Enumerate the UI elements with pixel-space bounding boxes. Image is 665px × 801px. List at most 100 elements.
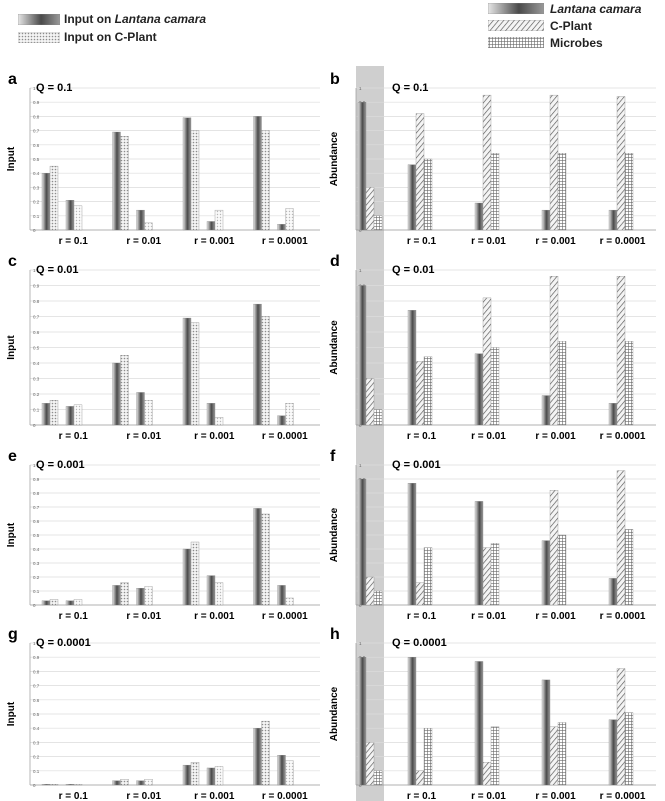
bar-b-s1-c0 xyxy=(415,113,425,231)
bar-a-s2-c2 xyxy=(206,221,216,231)
x-tick-label: r = 0.0001 xyxy=(600,236,646,247)
x-tick-label: r = 0.01 xyxy=(471,431,506,442)
bar-g-s0-c1 xyxy=(112,780,121,786)
x-tick-label: r = 0.1 xyxy=(59,431,89,442)
bar-e-s0-c3 xyxy=(253,508,262,606)
bar-c-s1-c0 xyxy=(49,400,59,426)
initial-bar-f-s0 xyxy=(357,478,367,606)
bar-c-s3-c3 xyxy=(285,403,294,426)
y-tick-label: 0.6 xyxy=(33,143,40,148)
x-tick-label: r = 0.0001 xyxy=(262,236,308,247)
x-tick-label: r = 0.01 xyxy=(471,236,506,247)
x-tick-label: r = 0.001 xyxy=(194,791,235,801)
y-tick-label: 0.4 xyxy=(33,726,40,731)
y-tick-label: 0 xyxy=(359,423,362,428)
legend-item-cplant: C-Plant xyxy=(488,17,641,34)
bar-d-s0-c3 xyxy=(608,403,618,426)
x-tick-label: r = 0.001 xyxy=(535,791,576,801)
x-tick-label: r = 0.1 xyxy=(407,431,437,442)
bar-d-s2-c0 xyxy=(423,356,433,426)
bar-f-s2-c2 xyxy=(557,534,567,606)
bar-g-s3-c1 xyxy=(144,779,153,786)
bar-g-s2-c3 xyxy=(277,755,286,786)
bar-f-s1-c3 xyxy=(616,470,626,606)
y-tick-label: 1 xyxy=(359,86,362,91)
y-tick-label: 0.8 xyxy=(33,114,40,119)
bar-f-s1-c2 xyxy=(549,490,559,606)
panel-letter: c xyxy=(8,253,17,270)
panel-letter: d xyxy=(330,253,340,270)
x-tick-label: r = 0.01 xyxy=(471,791,506,801)
bar-a-s2-c3 xyxy=(277,224,286,231)
y-tick-label: 0.3 xyxy=(33,185,40,190)
y-tick-label: 1 xyxy=(33,86,36,91)
bar-d-s1-c1 xyxy=(482,297,492,426)
legend-label: Microbes xyxy=(550,35,603,50)
bar-d-s0-c1 xyxy=(474,353,484,426)
bar-e-s1-c0 xyxy=(49,599,59,606)
bar-g-s2-c2 xyxy=(206,767,216,786)
y-tick-label: 0.9 xyxy=(33,477,40,482)
x-tick-label: r = 0.001 xyxy=(535,236,576,247)
bar-h-s2-c0 xyxy=(423,728,433,786)
y-tick-label: 0.8 xyxy=(33,669,40,674)
bar-a-s1-c3 xyxy=(261,130,270,231)
y-tick-label: 0.1 xyxy=(33,408,40,413)
bar-g-s0-c3 xyxy=(253,728,262,786)
y-tick-label: 0.6 xyxy=(33,698,40,703)
y-tick-label: 0.2 xyxy=(33,575,40,580)
legend-swatch-dark xyxy=(18,13,60,25)
bar-e-s1-c1 xyxy=(120,582,129,606)
y-tick-label: 1 xyxy=(359,463,362,468)
input-legend: Input on Lantana camara Input on C-Plant xyxy=(18,10,206,46)
initial-bar-h-s1 xyxy=(365,742,375,786)
x-tick-label: r = 0.1 xyxy=(407,236,437,247)
x-tick-label: r = 0.01 xyxy=(126,236,161,247)
bar-e-s3-c2 xyxy=(214,582,224,606)
bar-a-s1-c2 xyxy=(190,130,200,231)
y-tick-label: 0.5 xyxy=(33,533,40,538)
initial-bar-d-s2 xyxy=(373,409,383,426)
initial-bar-h-s0 xyxy=(357,657,367,786)
bar-b-s2-c0 xyxy=(423,158,433,231)
legend-label: Input on C-Plant xyxy=(64,30,157,44)
bar-e-s2-c2 xyxy=(206,575,216,606)
bar-b-s2-c1 xyxy=(490,153,500,231)
bar-d-s2-c3 xyxy=(624,341,634,426)
initial-bar-b-s2 xyxy=(373,215,383,231)
x-tick-label: r = 0.001 xyxy=(535,611,576,622)
bar-g-s2-c1 xyxy=(136,780,145,786)
bar-e-s2-c1 xyxy=(136,588,145,606)
bar-h-s1-c2 xyxy=(549,726,559,786)
panel-c: c 0 0.1 0.2 0.3 0.4 0.5 0.6 0.7 0.8 0.9 1 Q = 0.01 In… xyxy=(6,253,320,442)
bar-e-s0-c2 xyxy=(182,548,192,606)
bar-h-s1-c3 xyxy=(616,668,626,786)
bar-b-s0-c2 xyxy=(541,209,551,231)
bar-c-s1-c2 xyxy=(190,322,200,426)
bar-b-s1-c3 xyxy=(616,96,626,231)
bar-b-s2-c2 xyxy=(557,153,567,231)
y-tick-label: 0.7 xyxy=(33,684,40,689)
panel-title: Q = 0.0001 xyxy=(392,637,447,649)
bar-e-s2-c3 xyxy=(277,585,286,606)
bar-b-s0-c1 xyxy=(474,202,484,231)
initial-bar-d-s0 xyxy=(357,285,367,426)
legend-item-input-cplant: Input on C-Plant xyxy=(18,28,206,46)
y-tick-label: 0.4 xyxy=(33,361,40,366)
legend-swatch-dark xyxy=(488,3,544,14)
x-tick-label: r = 0.0001 xyxy=(600,431,646,442)
bar-c-s2-c0 xyxy=(65,406,75,426)
bar-f-s0-c2 xyxy=(541,540,551,606)
bar-e-s3-c0 xyxy=(73,599,83,606)
bar-c-s1-c1 xyxy=(120,355,129,426)
bar-c-s2-c2 xyxy=(206,403,216,426)
bar-a-s3-c0 xyxy=(73,205,83,231)
y-axis-label: Input xyxy=(6,335,17,360)
initial-bar-f-s2 xyxy=(373,590,383,606)
bar-a-s3-c1 xyxy=(144,222,153,231)
bar-g-s0-c2 xyxy=(182,764,192,786)
bar-g-s1-c0 xyxy=(49,784,59,786)
y-tick-label: 0.2 xyxy=(33,200,40,205)
legend-label: Input on Lantana camara xyxy=(64,12,207,26)
y-tick-label: 0 xyxy=(359,228,362,233)
